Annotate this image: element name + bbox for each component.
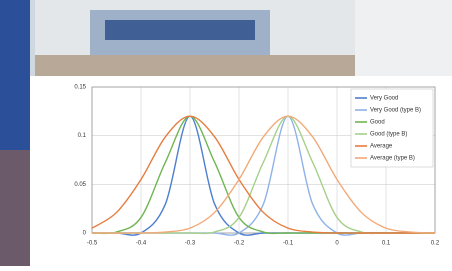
legend-label: Very Good (type B)	[370, 108, 421, 114]
x-tick-label: -0.5	[87, 241, 98, 247]
x-tick-label: -0.4	[136, 241, 147, 247]
x-tick-label: -0.1	[283, 241, 294, 247]
photo-windows	[105, 20, 255, 40]
x-tick-label: 0.1	[382, 241, 391, 247]
legend-label: Average	[370, 144, 393, 150]
legend-label: Good (type B)	[370, 132, 407, 138]
x-tick-label: 0.2	[431, 241, 440, 247]
y-tick-label: 0.1	[78, 133, 87, 139]
x-tick-label: -0.2	[234, 241, 245, 247]
y-tick-label: 0.05	[74, 182, 86, 188]
legend-label: Average (type B)	[370, 156, 415, 162]
photo-left-floor	[0, 150, 30, 266]
x-tick-label: -0.3	[185, 241, 196, 247]
screenshot: 00.050.10.15-0.5-0.4-0.3-0.2-0.100.10.2V…	[0, 0, 452, 266]
photo-sky	[355, 0, 452, 76]
y-tick-label: 0.15	[74, 85, 86, 91]
legend-label: Very Good	[370, 96, 398, 102]
photo-ground	[35, 55, 355, 76]
legend-label: Good	[370, 120, 385, 126]
